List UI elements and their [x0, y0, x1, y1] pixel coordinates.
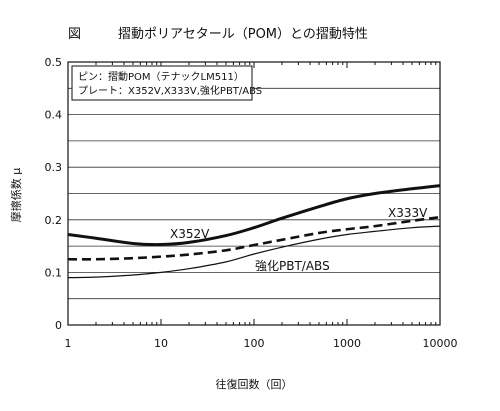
series-label-x352v: X352V	[170, 227, 210, 241]
x-tick-label: 1000	[333, 337, 361, 350]
x-tick-label: 1	[65, 337, 72, 350]
series-label-pbt-abs: 強化PBT/ABS	[255, 259, 330, 273]
x-axis-label: 往復回数（回）	[216, 377, 293, 391]
y-tick-label: 0.5	[45, 56, 63, 69]
series-line-x352v	[67, 184, 441, 247]
series-line-pbt-abs	[67, 225, 441, 279]
series-label-x333v: X333V	[388, 206, 428, 220]
y-axis-label: 摩擦係数 μ	[9, 168, 23, 223]
y-tick-label: 0.2	[45, 214, 63, 227]
legend-box	[71, 65, 253, 101]
series-lines	[67, 184, 441, 279]
series-line-x333v	[67, 215, 441, 261]
y-tick-label: 0.3	[45, 161, 63, 174]
chart-title-prefix: 図	[68, 27, 81, 42]
y-tick-label: 0.4	[45, 109, 63, 122]
x-tick-label: 10	[154, 337, 168, 350]
x-tick-label: 100	[244, 337, 265, 350]
axes: 1 10 100 1000 10000 0 0.1 0.2 0.3 0.4 0.5	[45, 56, 458, 350]
chart-title: 摺動ポリアセタール（POM）との摺動特性	[118, 27, 368, 42]
y-tick-label: 0	[55, 319, 62, 332]
x-tick-label: 10000	[423, 337, 458, 350]
legend-line-2: プレート：X352V,X333V,強化PBT/ABS	[78, 84, 262, 97]
legend-line-1: ピン：摺動POM（テナックLM511）	[78, 70, 244, 83]
y-tick-label: 0.1	[45, 266, 63, 279]
